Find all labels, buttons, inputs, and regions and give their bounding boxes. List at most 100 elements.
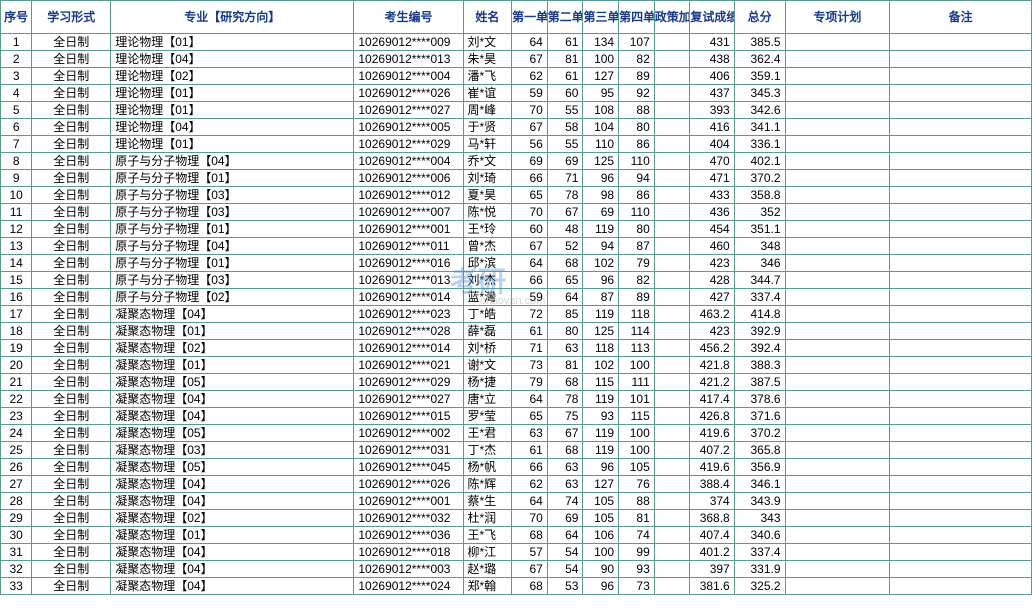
cell-examno: 10269012****006 <box>354 170 463 187</box>
cell-u4: 76 <box>619 476 655 493</box>
cell-interview: 421.2 <box>690 374 734 391</box>
cell-u1: 68 <box>512 578 548 595</box>
cell-remark <box>890 238 1032 255</box>
cell-study: 全日制 <box>32 527 111 544</box>
cell-remark <box>890 544 1032 561</box>
cell-policy <box>654 204 690 221</box>
cell-study: 全日制 <box>32 459 111 476</box>
cell-major: 凝聚态物理【04】 <box>111 493 354 510</box>
cell-examno: 10269012****018 <box>354 544 463 561</box>
cell-u2: 63 <box>547 459 583 476</box>
cell-study: 全日制 <box>32 408 111 425</box>
cell-u1: 71 <box>512 340 548 357</box>
cell-total: 378.6 <box>734 391 785 408</box>
cell-u2: 74 <box>547 493 583 510</box>
cell-u3: 100 <box>583 51 619 68</box>
cell-u2: 63 <box>547 476 583 493</box>
cell-u1: 66 <box>512 170 548 187</box>
cell-u4: 79 <box>619 255 655 272</box>
cell-study: 全日制 <box>32 204 111 221</box>
cell-special <box>785 357 890 374</box>
cell-remark <box>890 51 1032 68</box>
cell-major: 凝聚态物理【01】 <box>111 323 354 340</box>
cell-interview: 404 <box>690 136 734 153</box>
cell-remark <box>890 425 1032 442</box>
cell-total: 340.6 <box>734 527 785 544</box>
cell-interview: 381.6 <box>690 578 734 595</box>
cell-u3: 106 <box>583 527 619 544</box>
cell-u4: 113 <box>619 340 655 357</box>
cell-u3: 119 <box>583 391 619 408</box>
cell-special <box>785 255 890 272</box>
cell-name: 崔*谊 <box>463 85 512 102</box>
cell-special <box>785 68 890 85</box>
cell-seq: 28 <box>1 493 32 510</box>
cell-name: 周*峰 <box>463 102 512 119</box>
cell-seq: 19 <box>1 340 32 357</box>
cell-policy <box>654 561 690 578</box>
table-row: 21全日制凝聚态物理【05】10269012****029杨*捷79681151… <box>1 374 1032 391</box>
cell-u3: 102 <box>583 255 619 272</box>
cell-interview: 406 <box>690 68 734 85</box>
cell-remark <box>890 561 1032 578</box>
cell-total: 365.8 <box>734 442 785 459</box>
cell-u3: 110 <box>583 136 619 153</box>
cell-examno: 10269012****029 <box>354 374 463 391</box>
cell-special <box>785 425 890 442</box>
cell-u1: 70 <box>512 204 548 221</box>
cell-special <box>785 510 890 527</box>
table-row: 26全日制凝聚态物理【05】10269012****045杨*帆66639610… <box>1 459 1032 476</box>
cell-u3: 90 <box>583 561 619 578</box>
cell-u4: 86 <box>619 187 655 204</box>
cell-major: 凝聚态物理【02】 <box>111 340 354 357</box>
cell-name: 邱*滨 <box>463 255 512 272</box>
cell-interview: 438 <box>690 51 734 68</box>
cell-seq: 14 <box>1 255 32 272</box>
cell-study: 全日制 <box>32 544 111 561</box>
cell-examno: 10269012****003 <box>354 561 463 578</box>
cell-u4: 115 <box>619 408 655 425</box>
cell-u3: 96 <box>583 459 619 476</box>
cell-u1: 62 <box>512 68 548 85</box>
cell-u1: 66 <box>512 459 548 476</box>
cell-u1: 67 <box>512 561 548 578</box>
cell-total: 325.2 <box>734 578 785 595</box>
cell-u2: 54 <box>547 561 583 578</box>
cell-name: 薛*磊 <box>463 323 512 340</box>
cell-name: 王*飞 <box>463 527 512 544</box>
cell-major: 原子与分子物理【03】 <box>111 187 354 204</box>
cell-u4: 86 <box>619 136 655 153</box>
cell-remark <box>890 68 1032 85</box>
cell-policy <box>654 170 690 187</box>
cell-name: 杨*帆 <box>463 459 512 476</box>
cell-study: 全日制 <box>32 170 111 187</box>
cell-u2: 69 <box>547 153 583 170</box>
table-container: 序号 学习形式 专业【研究方向】 考生编号 姓名 第一单元 第二单元 第三单元 … <box>0 0 1032 595</box>
cell-u4: 94 <box>619 170 655 187</box>
cell-interview: 417.4 <box>690 391 734 408</box>
cell-policy <box>654 425 690 442</box>
cell-policy <box>654 255 690 272</box>
cell-u2: 78 <box>547 187 583 204</box>
cell-remark <box>890 170 1032 187</box>
cell-u3: 134 <box>583 34 619 51</box>
cell-u2: 71 <box>547 170 583 187</box>
cell-total: 392.4 <box>734 340 785 357</box>
cell-total: 348 <box>734 238 785 255</box>
cell-examno: 10269012****013 <box>354 272 463 289</box>
cell-special <box>785 51 890 68</box>
cell-remark <box>890 187 1032 204</box>
cell-examno: 10269012****014 <box>354 289 463 306</box>
col-remark: 备注 <box>890 1 1032 34</box>
cell-u3: 69 <box>583 204 619 221</box>
cell-policy <box>654 102 690 119</box>
cell-u3: 118 <box>583 340 619 357</box>
cell-special <box>785 289 890 306</box>
cell-u3: 94 <box>583 238 619 255</box>
cell-u4: 88 <box>619 102 655 119</box>
cell-interview: 463.2 <box>690 306 734 323</box>
table-body: 1全日制理论物理【01】10269012****009刘*文6461134107… <box>1 34 1032 595</box>
cell-name: 谢*文 <box>463 357 512 374</box>
cell-u3: 119 <box>583 442 619 459</box>
col-unit1: 第一单元 <box>512 1 548 34</box>
